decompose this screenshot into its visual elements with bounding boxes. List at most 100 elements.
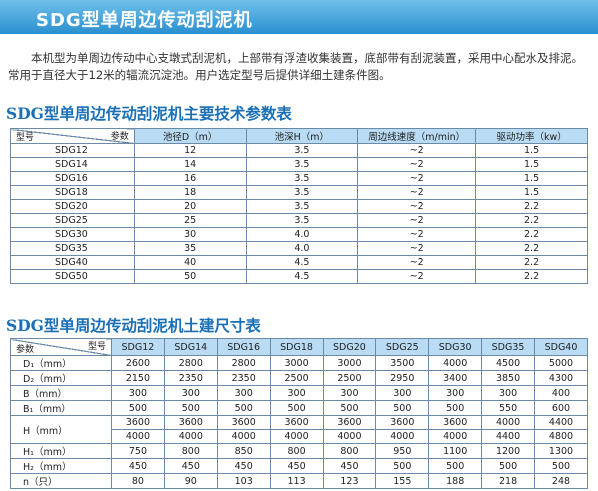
value-cell: 3.5: [245, 185, 359, 200]
value-cell: 16: [133, 171, 247, 186]
param-label-cell: B₁（mm）: [10, 400, 112, 416]
value-cell: 3.5: [245, 171, 359, 186]
param-label-cell: H₂（mm）: [10, 458, 112, 474]
table2-row: H₂（mm） 450 450 450 450 450 500 500 500 500: [10, 458, 588, 474]
value-cell: 4000: [216, 429, 271, 444]
value-cell: 4.0: [245, 227, 359, 242]
value-cell: 500: [375, 400, 430, 416]
table2-header-row: 型号 参数 SDG12 SDG14 SDG16 SDG18 SDG20 SDG2…: [10, 338, 588, 356]
value-cell: 800: [269, 443, 324, 459]
table1-row: SDG16 16 3.5 ~2 1.5: [10, 171, 588, 186]
value-cell: 4500: [481, 355, 535, 371]
value-cell: 2600: [111, 355, 165, 371]
table1-header-cell: 驱动功率（kw）: [475, 128, 588, 144]
value-cell: 3600: [269, 415, 324, 430]
value-cell: 18: [133, 185, 247, 200]
param-label-cell: D₁（mm）: [10, 355, 112, 371]
value-cell: 3600: [163, 415, 218, 430]
value-cell: 500: [216, 400, 271, 416]
value-cell: 4000: [375, 429, 430, 444]
model-cell: SDG25: [10, 213, 135, 228]
value-cell: 3000: [322, 355, 377, 371]
value-cell: 950: [375, 443, 430, 459]
table2-row: H（mm） 3600 3600 3600 3600 3600 3600 3600 4000 440…: [10, 415, 588, 444]
value-cell: 218: [481, 473, 535, 489]
model-cell: SDG30: [10, 227, 135, 242]
value-cell: 1.5: [475, 143, 588, 158]
value-cell: 248: [534, 473, 588, 489]
value-cell: 450: [163, 458, 218, 474]
value-cell: 30: [133, 227, 247, 242]
table2-row: H₁（mm） 750 800 850 800 800 950 1100 1200 1300: [10, 443, 588, 459]
value-cell: 2500: [322, 370, 377, 386]
value-cell: 4000: [481, 415, 535, 430]
table2-row: n（只） 80 90 103 113 123 155 188 218 248: [10, 473, 588, 489]
value-cell: 2150: [111, 370, 165, 386]
value-cell: 3600: [216, 415, 271, 430]
model-cell: SDG35: [10, 241, 135, 256]
value-cell: 14: [133, 157, 247, 172]
value-cell: 4000: [163, 429, 218, 444]
value-cell: ~2: [357, 185, 477, 200]
value-cell: ~2: [357, 213, 477, 228]
value-cell: 3400: [428, 370, 483, 386]
value-cell: 155: [375, 473, 430, 489]
value-cell: 2.2: [475, 255, 588, 270]
model-cell: SDG12: [10, 143, 135, 158]
param-label-cell: n（只）: [10, 473, 112, 489]
value-cell: 2500: [269, 370, 324, 386]
model-cell: SDG20: [10, 199, 135, 214]
value-cell: 4300: [534, 370, 588, 386]
value-cell: 750: [111, 443, 165, 459]
value-cell: 2.2: [475, 227, 588, 242]
value-cell: 113: [269, 473, 324, 489]
table1-header-cell: 池深H（m）: [245, 128, 359, 144]
value-cell: 4800: [534, 429, 588, 444]
value-cell: 90: [163, 473, 218, 489]
table1-row: SDG50 50 4.5 ~2 2.2: [10, 269, 588, 284]
civil-dimensions-table: 型号 参数 SDG12 SDG14 SDG16 SDG18 SDG20 SDG2…: [10, 338, 588, 489]
value-cell: 600: [534, 400, 588, 416]
value-cell: 300: [481, 385, 535, 401]
table2-header-cell: SDG30: [428, 338, 483, 356]
param-label-cell: H₁（mm）: [10, 443, 112, 459]
value-cell: 12: [133, 143, 247, 158]
value-cell: ~2: [357, 255, 477, 270]
value-cell: 3600: [428, 415, 483, 430]
value-cell: 500: [481, 458, 535, 474]
value-cell: 2.2: [475, 241, 588, 256]
value-cell: 450: [322, 458, 377, 474]
value-cell: 450: [111, 458, 165, 474]
param-label-cell: B（mm）: [10, 385, 112, 401]
table1-row: SDG12 12 3.5 ~2 1.5: [10, 143, 588, 158]
table1-row: SDG14 14 3.5 ~2 1.5: [10, 157, 588, 172]
value-cell: 1.5: [475, 157, 588, 172]
table1-header-cell: 周边线速度（m/min）: [357, 128, 477, 144]
table1-row: SDG30 30 4.0 ~2 2.2: [10, 227, 588, 242]
value-cell: 500: [269, 400, 324, 416]
value-cell: 500: [534, 458, 588, 474]
value-cell: 2.2: [475, 199, 588, 214]
value-cell: ~2: [357, 157, 477, 172]
value-cell: 4000: [111, 429, 165, 444]
table1-header-row: 参数 型号 池径D（m） 池深H（m） 周边线速度（m/min） 驱动功率（kw…: [10, 128, 588, 144]
value-cell: 4400: [534, 415, 588, 430]
value-cell: 400: [534, 385, 588, 401]
value-cell: 500: [428, 400, 483, 416]
value-cell: 4000: [322, 429, 377, 444]
value-cell: ~2: [357, 199, 477, 214]
table2-corner-bottom: 参数: [16, 345, 35, 355]
value-cell: 4400: [481, 429, 535, 444]
value-cell: 103: [216, 473, 271, 489]
value-cell: 850: [216, 443, 271, 459]
table2-header-cell: SDG25: [375, 338, 430, 356]
value-cell: 2.2: [475, 213, 588, 228]
table1-row: SDG25 25 3.5 ~2 2.2: [10, 213, 588, 228]
value-cell: 450: [269, 458, 324, 474]
value-cell: ~2: [357, 143, 477, 158]
value-cell: 1.5: [475, 171, 588, 186]
value-cell: 4.5: [245, 255, 359, 270]
table1-header-cell: 池径D（m）: [133, 128, 247, 144]
value-cell: 50: [133, 269, 247, 284]
table2-corner-cell: 型号 参数: [10, 338, 112, 356]
